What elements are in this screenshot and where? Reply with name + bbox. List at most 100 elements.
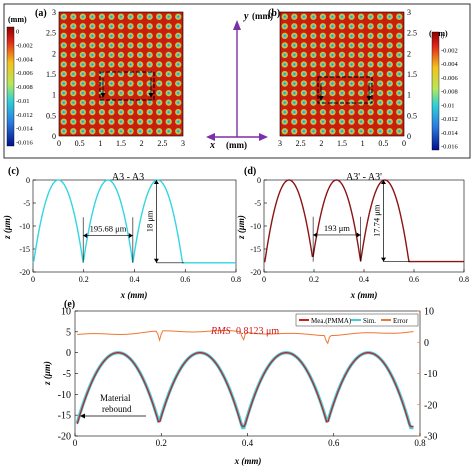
dimple-cell	[155, 70, 163, 78]
dimple-cell	[290, 89, 298, 97]
dimple-cell	[281, 80, 289, 87]
dimple-cell	[395, 22, 403, 30]
dimple-cell	[60, 80, 68, 87]
dimple-cell	[127, 80, 134, 87]
dimple-cell	[108, 127, 115, 135]
x-tick-label: 0.6	[409, 275, 419, 284]
dimple-cell	[338, 13, 346, 21]
dimple-cell	[348, 118, 355, 126]
y-tick-label: 0	[257, 176, 261, 185]
panel-b-y-ticks: 0 0.5 1 1.5 2 2.5 3	[407, 8, 417, 141]
material-rebound-line2: rebound	[102, 404, 132, 414]
dimple-cell	[174, 51, 182, 59]
dimple-cell	[329, 22, 336, 30]
dimple-cell	[338, 70, 346, 78]
dimple-cell	[88, 108, 96, 116]
dimple-cell	[357, 41, 365, 49]
dimple-cell	[395, 89, 403, 97]
y-tick-label: 10	[61, 307, 71, 318]
y-tick-label: -10	[250, 222, 261, 231]
dimple-cell	[174, 13, 182, 21]
dimple-cell	[309, 127, 317, 135]
dimple-cell	[108, 32, 115, 40]
dimple-cell	[338, 127, 346, 135]
dimple-cell	[319, 127, 327, 135]
dimple-cell	[281, 32, 289, 40]
dimple-cell	[386, 61, 394, 68]
dimple-cell	[300, 127, 308, 135]
dimple-cell	[300, 70, 308, 78]
dimple-cell	[357, 51, 365, 59]
panel-c-title: A3 - A3	[112, 172, 144, 183]
dimple-cell	[329, 51, 336, 59]
panel-b: (b) 32.521.510.50 00.511.522.53 (mm) 0-0…	[268, 8, 459, 151]
dimple-cell	[117, 127, 125, 135]
dimple-cell	[165, 70, 173, 78]
panel-a-colorbar	[6, 26, 15, 147]
y-tick-label: -10	[58, 390, 71, 401]
dimple-cell	[348, 99, 355, 107]
dimple-cell	[108, 108, 115, 116]
panel-a-arrowhead-left	[100, 93, 106, 98]
x-tick-label: 0	[31, 275, 35, 284]
dimple-cell	[300, 22, 308, 30]
dimple-cell	[98, 13, 106, 21]
map-y-tick-label: 2	[52, 49, 56, 58]
dimple-cell	[79, 41, 87, 49]
width-arrowhead-right	[128, 233, 133, 239]
dimple-cell	[108, 80, 115, 87]
panel-e-x-label: x (mm)	[234, 456, 262, 466]
dimple-cell	[136, 108, 144, 116]
colorbar-tick-label: -0.004	[441, 61, 459, 68]
dimple-cell	[117, 51, 125, 59]
y2-tick-label: 0	[424, 338, 429, 349]
dimple-cell	[155, 89, 163, 97]
x-tick-label: 0.4	[130, 275, 140, 284]
dimple-cell	[165, 51, 173, 59]
dimple-cell	[348, 80, 355, 87]
dimple-cell	[386, 118, 394, 126]
dimple-cell	[281, 99, 289, 107]
dimple-cell	[386, 32, 394, 40]
dimple-cell	[290, 118, 298, 126]
dimple-cell	[60, 22, 68, 30]
dimple-cell	[309, 32, 317, 40]
panel-b-colorbar-ticks: 0 -0.002 -0.004 -0.006 -0.008 -0.01 -0.012 -0.0…	[441, 34, 459, 151]
x-tick-label: 0	[73, 438, 78, 448]
dimple-cell	[376, 70, 384, 78]
dimple-cell	[174, 70, 182, 78]
x-tick-label: 0.8	[231, 275, 241, 284]
y-tick-label: 0	[66, 348, 71, 359]
dimple-cell	[79, 89, 87, 97]
panel-d-x-label: x (mm)	[350, 290, 378, 300]
dimple-cell	[300, 41, 308, 49]
dimple-cell	[88, 41, 96, 49]
colorbar-tick-label: -0.01	[16, 98, 30, 105]
map-x-tick-label: 2.5	[157, 139, 167, 148]
dimple-cell	[348, 51, 355, 59]
dimple-cell	[300, 51, 308, 59]
dimple-cell	[146, 127, 154, 135]
dimple-cell	[300, 89, 308, 97]
panel-d-title: A3' - A3'	[346, 172, 382, 183]
dimple-cell	[146, 51, 154, 59]
map-x-tick-label: 1	[98, 139, 102, 148]
panel-e-tag: (e)	[64, 299, 75, 310]
map-x-tick-label: 0.5	[378, 139, 388, 148]
panel-e-series	[75, 329, 414, 430]
dimple-cell	[69, 41, 77, 49]
dimple-cell	[69, 99, 77, 107]
dimple-cell	[348, 127, 355, 135]
dimple-cell	[165, 89, 173, 97]
dimple-cell	[98, 22, 106, 30]
dimple-cell	[69, 32, 77, 40]
dimple-cell	[329, 32, 336, 40]
dimple-cell	[319, 89, 327, 97]
dimple-cell	[367, 22, 375, 30]
dimple-cell	[357, 22, 365, 30]
dimple-cell	[300, 61, 308, 68]
dimple-cell	[338, 108, 346, 116]
map-y-tick-label: 1.5	[46, 70, 56, 79]
dimple-cell	[309, 70, 317, 78]
